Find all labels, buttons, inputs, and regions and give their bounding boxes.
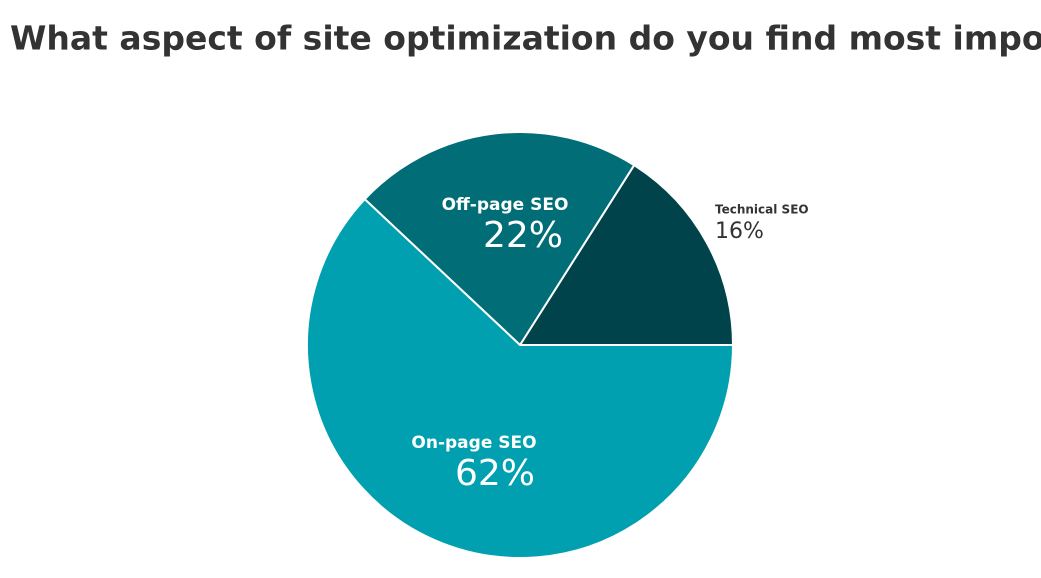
slice-label: Technical SEO <box>715 203 809 217</box>
slice-value-label: 16% <box>715 219 764 244</box>
slice-label: On-page SEO <box>411 433 536 453</box>
pie-slice <box>363 131 636 347</box>
pie-slice <box>306 197 735 559</box>
chart-title: What aspect of site optimization do you … <box>10 19 1041 58</box>
slice-value-label: 22% <box>483 215 563 256</box>
pie-slice <box>518 163 735 346</box>
slice-value-label: 62% <box>455 453 535 494</box>
slice-label: Off-page SEO <box>442 195 569 215</box>
